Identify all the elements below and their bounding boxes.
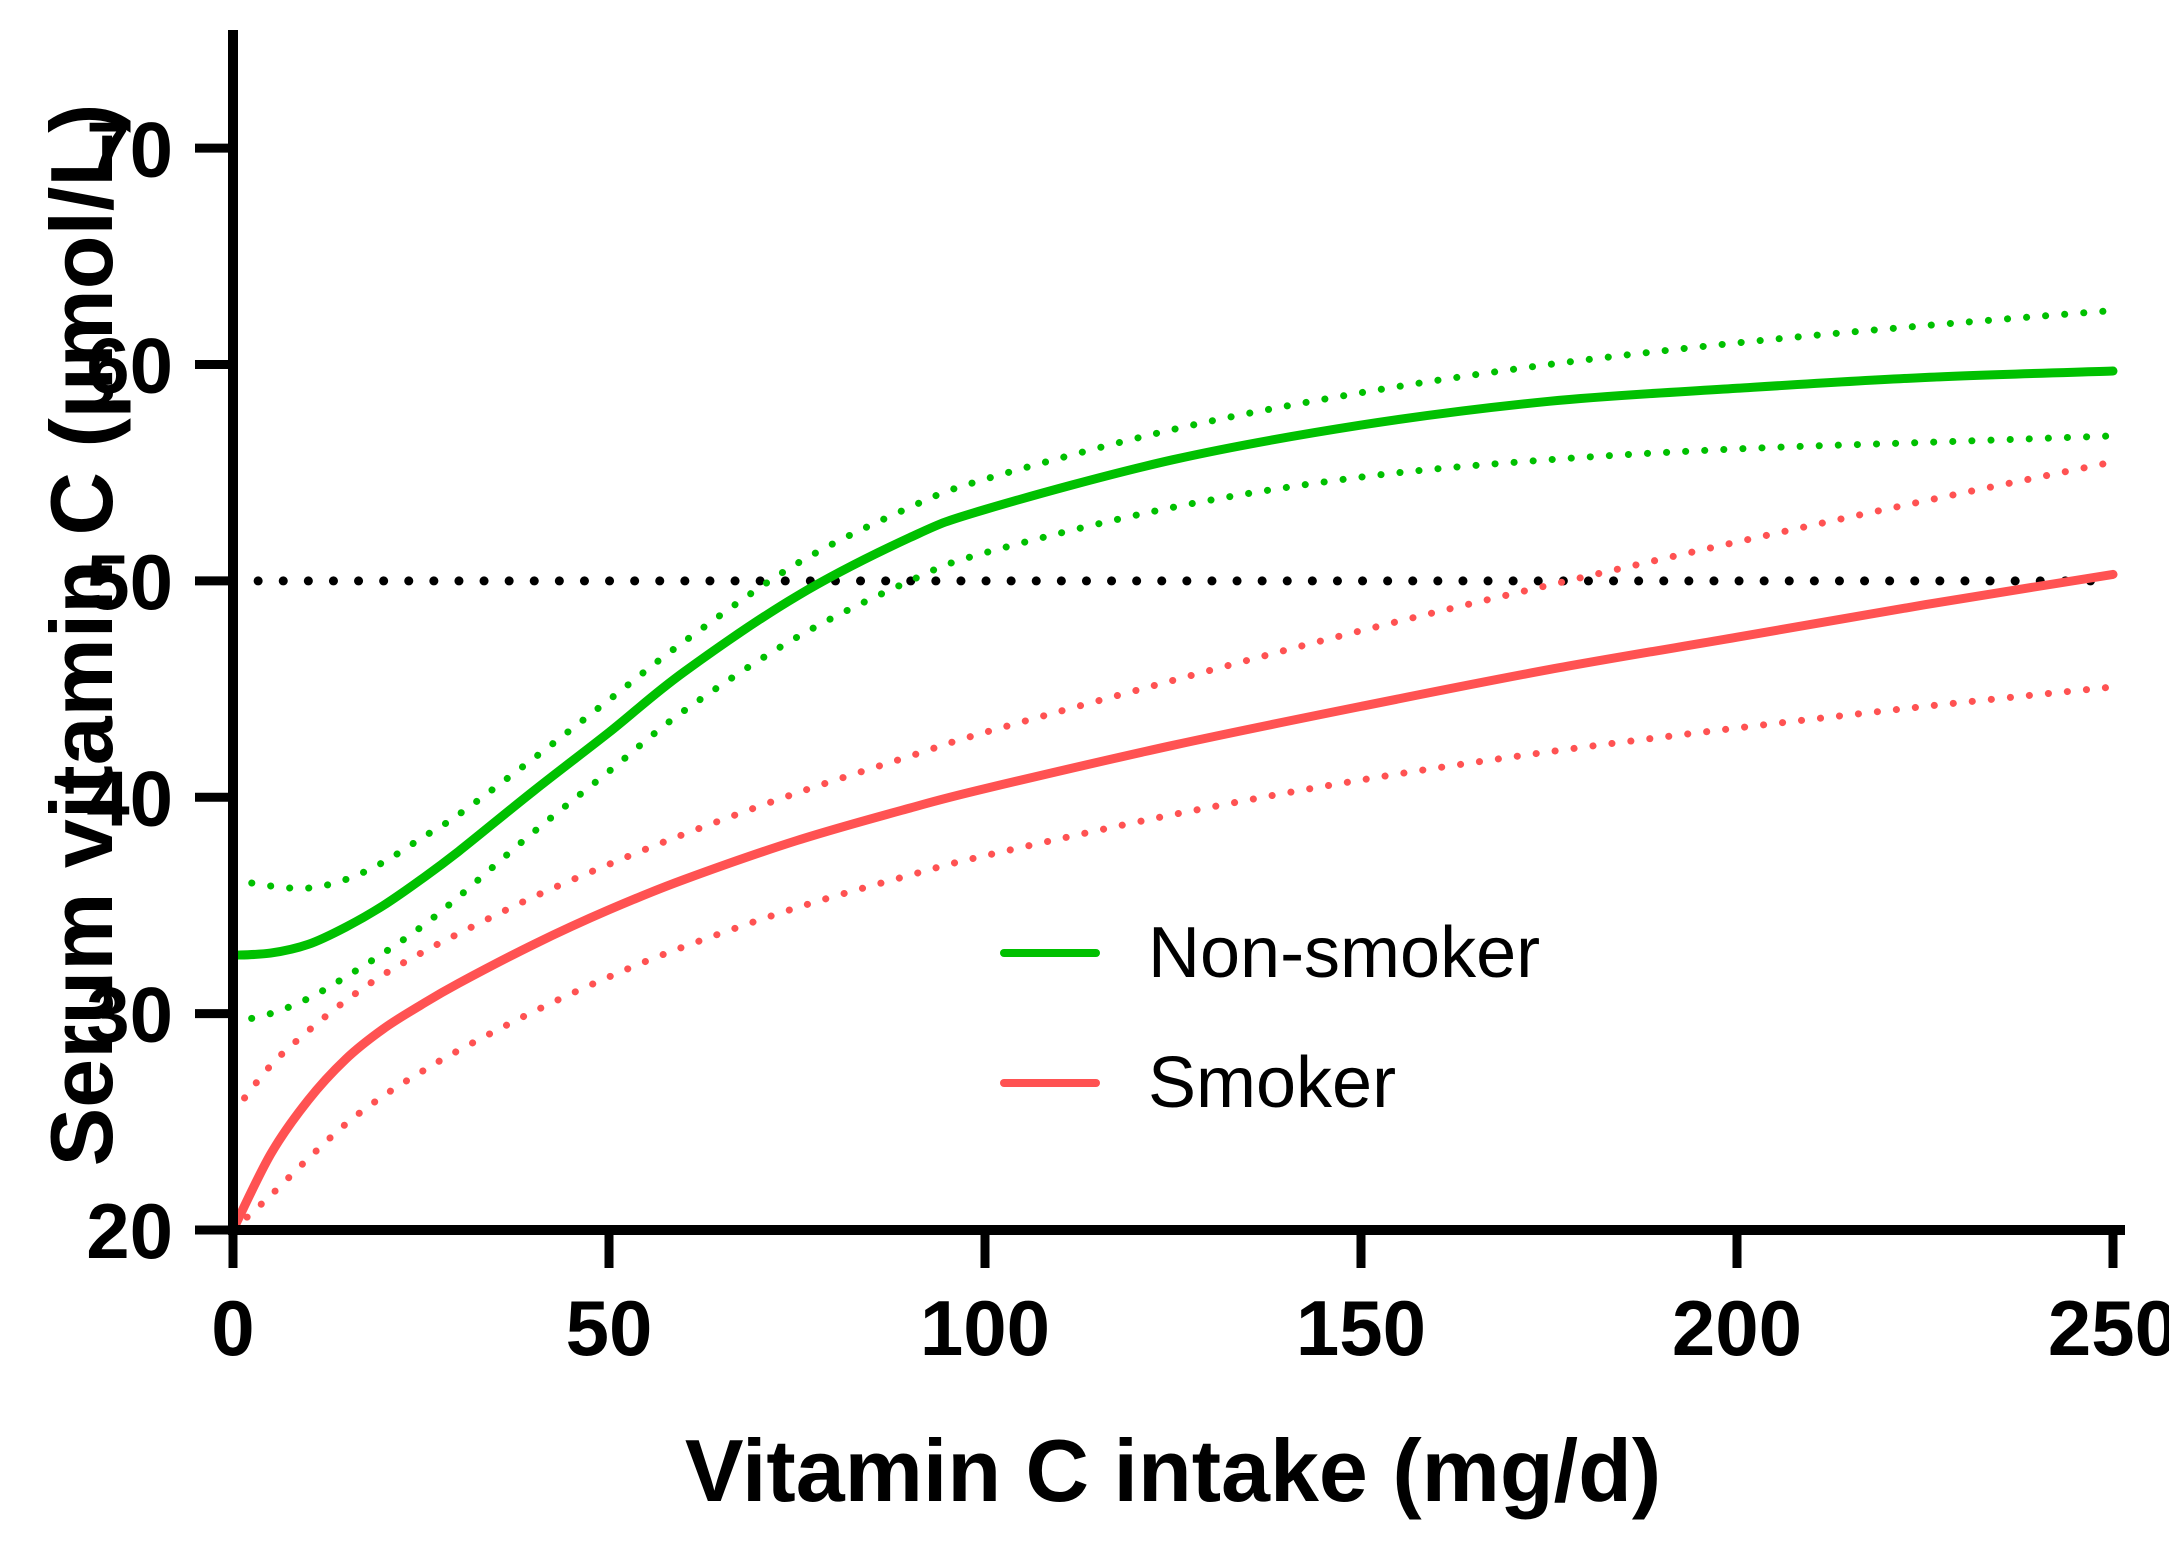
legend-label-non-smoker: Non-smoker: [1148, 913, 1541, 993]
x-tick-label-150: 150: [1296, 1284, 1426, 1372]
y-tick-label-30: 30: [86, 971, 173, 1059]
series-smoker-ci-upper-line: [229, 458, 2117, 1117]
series-non-smoker-ci-lower-line: [229, 432, 2117, 1026]
legend-item-non-smoker: Non-smoker: [1000, 912, 1540, 994]
x-tick-label-0: 0: [211, 1284, 254, 1372]
x-tick-label-250: 250: [2048, 1284, 2169, 1372]
legend-label-smoker: Smoker: [1148, 1043, 1397, 1123]
legend-item-smoker: Smoker: [1000, 1042, 1540, 1124]
series-non-smoker-line: [228, 366, 2118, 960]
x-tick-label-200: 200: [1672, 1284, 1802, 1372]
x-tick-label-100: 100: [920, 1284, 1050, 1372]
x-axis-label: Vitamin C intake (mg/d): [684, 1421, 1662, 1520]
legend-line-smoker: [1000, 1079, 1100, 1087]
legend-line-non-smoker: [1000, 949, 1100, 957]
series-smoker-line: [228, 569, 2118, 1235]
y-axis-label: Serum vitamin C (µmol/L): [32, 103, 131, 1167]
y-tick-label-20: 20: [86, 1187, 173, 1275]
y-tick-label-40: 40: [86, 754, 173, 842]
y-tick-label-60: 60: [86, 322, 173, 410]
y-tick-label-50: 50: [86, 538, 173, 626]
x-tick-label-50: 50: [566, 1284, 653, 1372]
series-non-smoker-ci-upper-line: [229, 307, 2117, 892]
legend: Non-smoker Smoker: [1000, 912, 1540, 1124]
y-tick-label-70: 70: [86, 105, 173, 193]
series-smoker-ci-lower-line: [229, 683, 2117, 1234]
